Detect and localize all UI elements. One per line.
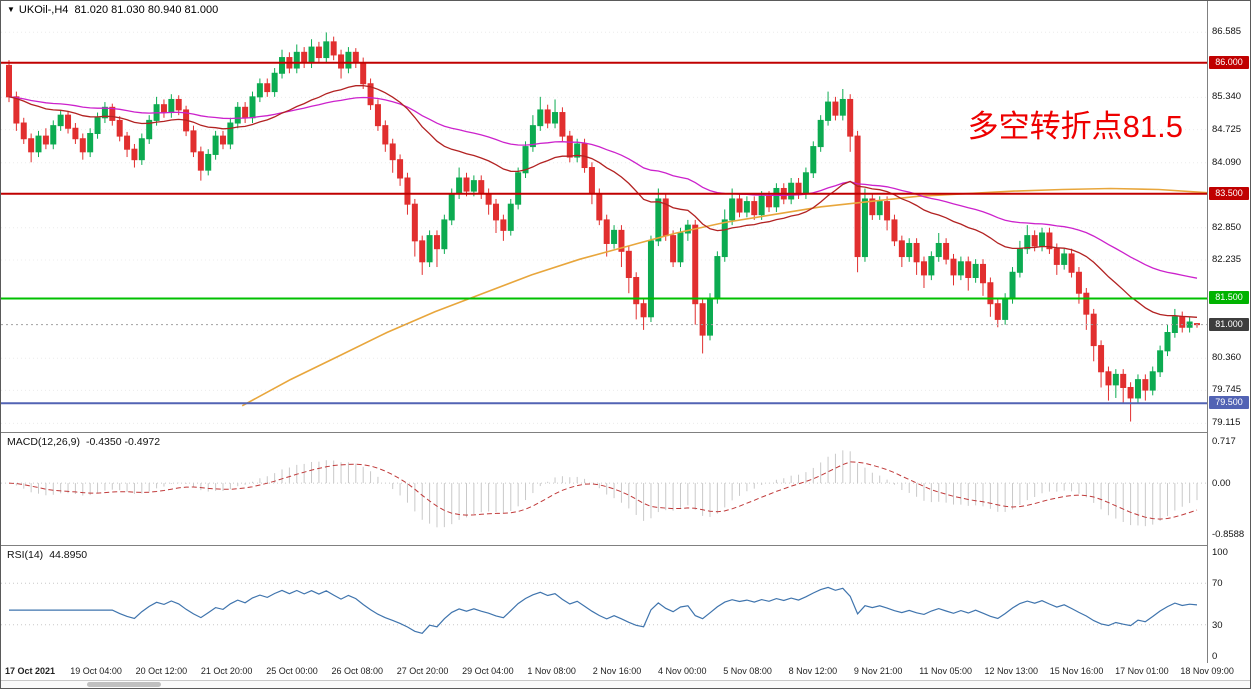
macd-tick-label: -0.8588: [1212, 528, 1245, 540]
time-axis[interactable]: 17 Oct 2021 19 Oct 04:00 20 Oct 12:00 21 Oc…: [1, 663, 1250, 680]
price-tick-label: 79.745: [1212, 384, 1242, 396]
scrollbar-thumb[interactable]: [87, 682, 161, 687]
time-axis-label: 1 Nov 08:00: [527, 666, 576, 676]
price-tick-label: 80.360: [1212, 352, 1242, 364]
annotation-text: 多空转折点81.5: [967, 109, 1183, 144]
time-axis-label: 5 Nov 08:00: [723, 666, 772, 676]
horizontal-scrollbar[interactable]: [1, 680, 1250, 688]
time-axis-label: 15 Nov 16:00: [1049, 666, 1104, 676]
rsi-tick-label: 70: [1212, 578, 1223, 590]
price-scale[interactable]: 86.585 85.340 84.725 84.090 82.850 82.235 80.3…: [1207, 1, 1250, 663]
rsi-indicator-label: RSI(14) 44.8950: [7, 549, 87, 561]
price-panel: ▼ UKOil-,H4 81.020 81.030 80.940 81.000 多空…: [1, 1, 1207, 433]
time-axis-label: 29 Oct 04:00: [462, 666, 514, 676]
price-tick-label: 86.585: [1212, 26, 1242, 38]
chart-area: ▼ UKOil-,H4 81.020 81.030 80.940 81.000 多空…: [1, 1, 1207, 663]
price-tick-label: 85.340: [1212, 91, 1242, 103]
dropdown-arrow-icon[interactable]: ▼: [7, 5, 15, 14]
rsi-tick-label: 0: [1212, 651, 1218, 662]
time-axis-label: 17 Oct 2021: [5, 666, 56, 676]
macd-tick-label: 0.717: [1212, 435, 1236, 447]
price-tick-label: 84.725: [1212, 123, 1242, 135]
time-axis-label: 9 Nov 21:00: [853, 666, 903, 676]
time-axis-label: 4 Nov 00:00: [658, 666, 707, 676]
rsi-chart[interactable]: [1, 546, 1207, 662]
time-axis-label: 21 Oct 20:00: [200, 666, 253, 676]
rsi-tick-label: 30: [1212, 619, 1223, 631]
time-axis-label: 27 Oct 20:00: [396, 666, 449, 676]
rsi-tick-label: 100: [1212, 547, 1228, 558]
time-axis-label: 26 Oct 08:00: [331, 666, 384, 676]
symbol-ohlc-label: ▼ UKOil-,H4 81.020 81.030 80.940 81.000: [7, 4, 218, 16]
time-axis-label: 20 Oct 12:00: [135, 666, 188, 676]
time-axis-label: 12 Nov 13:00: [984, 666, 1039, 676]
macd-chart[interactable]: [1, 433, 1207, 545]
rsi-panel: RSI(14) 44.8950: [1, 546, 1207, 662]
time-axis-label: 17 Nov 01:00: [1115, 666, 1169, 676]
price-badge: 83.500: [1209, 186, 1249, 200]
macd-panel: MACD(12,26,9) -0.4350 -0.4972: [1, 433, 1207, 546]
rsi-value: 44.8950: [49, 549, 88, 561]
macd-values: -0.4350 -0.4972: [85, 436, 161, 448]
price-tick-label: 79.115: [1212, 417, 1241, 429]
symbol-timeframe: UKOil-,H4: [18, 4, 69, 16]
price-tick-label: 82.850: [1212, 221, 1242, 233]
rsi-name: RSI(14): [7, 549, 44, 561]
time-axis-label: 19 Oct 04:00: [70, 666, 122, 676]
time-axis-label: 11 Nov 05:00: [919, 666, 973, 676]
macd-name: MACD(12,26,9): [7, 436, 80, 448]
price-tick-label: 82.235: [1212, 253, 1242, 265]
price-badge: 81.500: [1209, 291, 1249, 305]
time-axis-label: 2 Nov 16:00: [592, 666, 642, 676]
ohlc-values: 81.020 81.030 80.940 81.000: [74, 4, 219, 16]
price-badge: 79.500: [1209, 396, 1249, 410]
time-axis-label: 8 Nov 12:00: [788, 666, 838, 676]
price-badge: 81.000: [1209, 317, 1249, 331]
time-axis-label: 18 Nov 09:00: [1180, 666, 1234, 676]
price-tick-label: 84.090: [1212, 156, 1242, 168]
time-axis-label: 25 Oct 00:00: [266, 666, 318, 676]
macd-tick-label: 0.00: [1212, 478, 1231, 490]
price-chart[interactable]: [1, 1, 1207, 432]
chart-region: ▼ UKOil-,H4 81.020 81.030 80.940 81.000 多空…: [1, 1, 1250, 663]
macd-indicator-label: MACD(12,26,9) -0.4350 -0.4972: [7, 436, 160, 448]
price-badge: 86.000: [1209, 55, 1249, 69]
